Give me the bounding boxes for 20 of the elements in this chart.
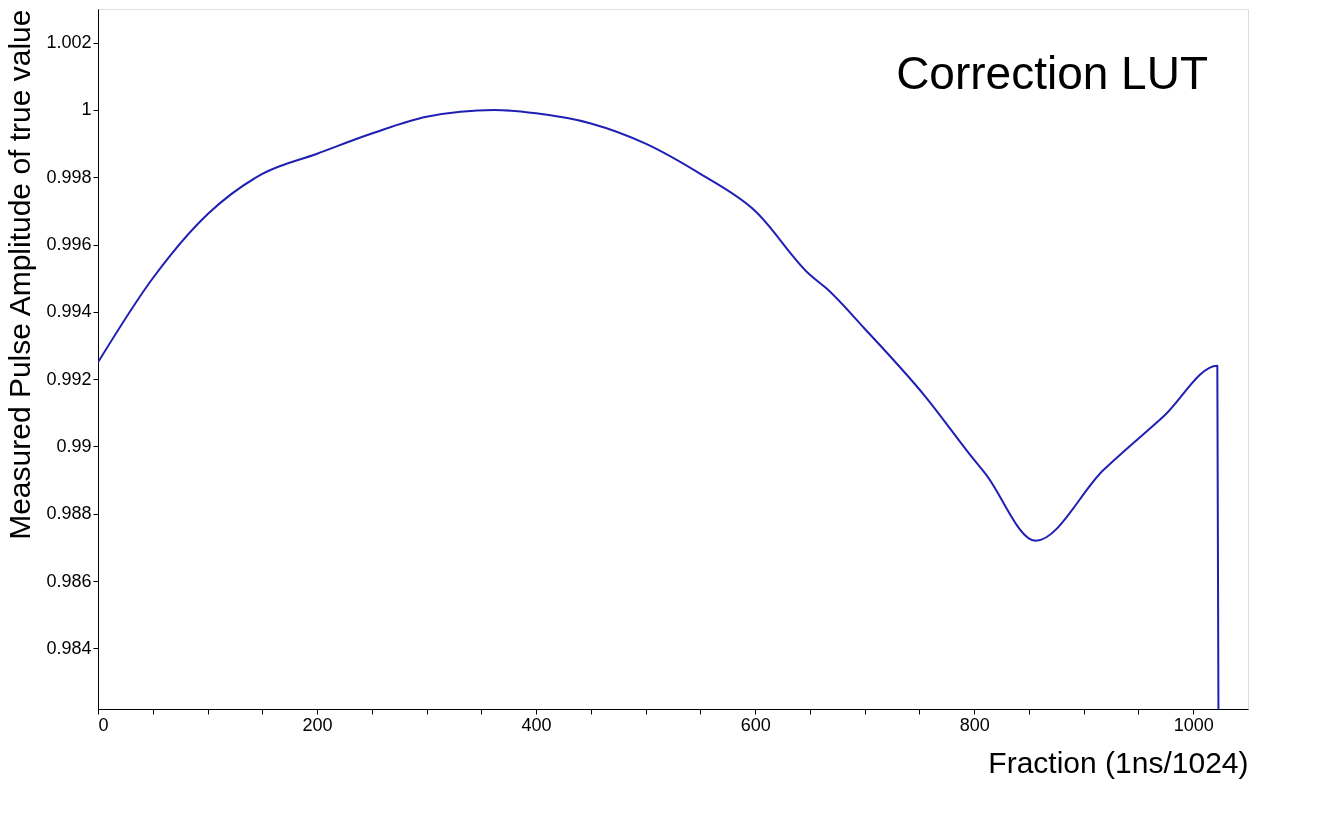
x-tick-label: 1000 [1173, 714, 1214, 735]
x-tick-label: 0 [98, 714, 109, 735]
line-series [98, 108, 1220, 709]
y-tick-label: 0.994 [46, 301, 92, 322]
y-tick-label: 0.99 [56, 436, 92, 456]
y-axis-title: Measured Pulse Amplitude of true value [3, 9, 37, 540]
y-tick-label: 0.984 [46, 637, 92, 658]
y-tick-label: 0.998 [46, 166, 92, 187]
x-tick-label: 200 [302, 714, 333, 735]
y-tick-label: 1 [81, 99, 92, 120]
y-tick-label: 1.002 [46, 32, 92, 53]
text: Correction LUT [896, 47, 1208, 99]
x-tick-label: 600 [740, 714, 771, 735]
x-tick-label: 400 [521, 714, 552, 735]
y-tick-label: 0.988 [46, 503, 92, 524]
y-tick-label: 0.996 [46, 234, 92, 255]
y-tick-label: 0.992 [46, 368, 92, 389]
y-tick-label: 0.986 [46, 570, 92, 591]
x-axis-title: Fraction (1ns/1024) [988, 745, 1249, 779]
x-tick-label: 800 [959, 714, 990, 735]
